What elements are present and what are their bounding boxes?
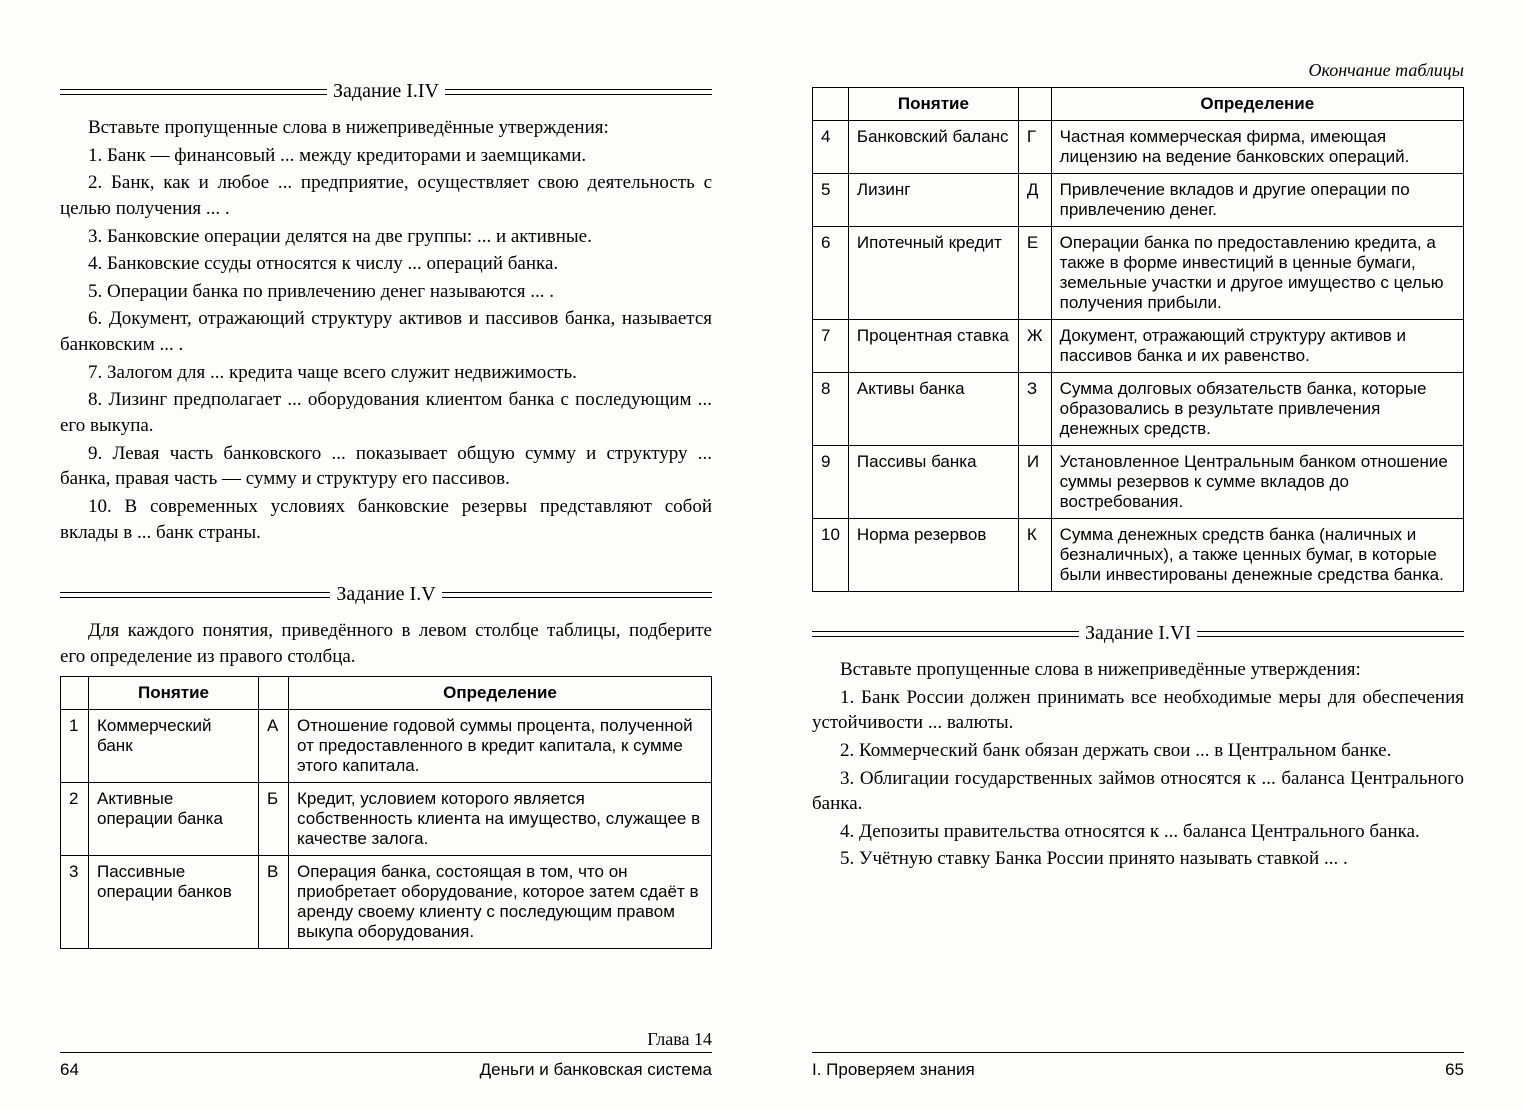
table-continuation-note: Окончание таблицы [812,60,1464,81]
task-iv-title: Задание I.IV [327,80,445,103]
task-iv-item: 1. Банк — финансовый ... между кредитора… [60,143,712,169]
table-row: 6 Ипотечный кредит Е Операции банка по п… [813,227,1464,320]
table-row: 8 Активы банка З Сумма долговых обязател… [813,373,1464,446]
table-row: 2 Активные операции банка Б Кредит, усло… [61,782,712,855]
page-left: Задание I.IV Вставьте пропущенные слова … [0,0,762,1110]
task-v-intro: Для каждого понятия, приведённого в лево… [60,618,712,669]
chapter-label: Глава 14 [60,1029,712,1050]
col-term: Понятие [848,88,1018,121]
chapter-title: Деньги и банковская система [480,1060,712,1080]
task-iv-item: 4. Банковские ссуды относятся к числу ..… [60,251,712,277]
task-iv-intro: Вставьте пропущенные слова в нижеприведё… [60,115,712,141]
page-right: Окончание таблицы Понятие Определение 4 … [762,0,1524,1110]
task-vi-item: 2. Коммерческий банк обязан держать свои… [812,738,1464,764]
task-iv-item: 10. В современных условиях банковские ре… [60,494,712,545]
task-iv-item: 6. Документ, отражающий структуру активо… [60,306,712,357]
task-vi-item: 1. Банк России должен принимать все необ… [812,685,1464,736]
task-iv-item: 7. Залогом для ... кредита чаще всего сл… [60,360,712,386]
section-label: I. Проверяем знания [812,1060,975,1080]
task-vi-item: 5. Учётную ставку Банка России принято н… [812,846,1464,872]
task-header-vi: Задание I.VI [812,622,1464,645]
task-header-iv: Задание I.IV [60,80,712,103]
task-iv-item: 3. Банковские операции делятся на две гр… [60,224,712,250]
col-def: Определение [289,676,712,709]
footer-right: I. Проверяем знания 65 [812,1052,1464,1080]
book-spread: Задание I.IV Вставьте пропущенные слова … [0,0,1524,1110]
table-row: 4 Банковский баланс Г Частная коммерческ… [813,121,1464,174]
page-number: 64 [60,1060,79,1080]
definitions-table-left: Понятие Определение 1 Коммерческий банк … [60,676,712,949]
task-iv-item: 8. Лизинг предполагает ... оборудования … [60,387,712,438]
table-row: 3 Пассивные операции банков В Операция б… [61,855,712,948]
col-term: Понятие [89,676,259,709]
task-header-v: Задание I.V [60,583,712,606]
page-number: 65 [1445,1060,1464,1080]
task-vi-title: Задание I.VI [1079,622,1197,645]
task-vi-intro: Вставьте пропущенные слова в нижеприведё… [812,657,1464,683]
table-row: 9 Пассивы банка И Установленное Централь… [813,446,1464,519]
task-vi-item: 3. Облигации государственных займов отно… [812,766,1464,817]
definitions-table-right: Понятие Определение 4 Банковский баланс … [812,87,1464,592]
footer-left: Глава 14 64 Деньги и банковская система [60,1029,712,1080]
task-iv-item: 5. Операции банка по привлечению денег н… [60,279,712,305]
table-row: 7 Процентная ставка Ж Документ, отражающ… [813,320,1464,373]
task-v-title: Задание I.V [330,583,441,606]
table-row: 1 Коммерческий банк А Отношение годовой … [61,709,712,782]
col-def: Определение [1051,88,1463,121]
table-row: 5 Лизинг Д Привлечение вкладов и другие … [813,174,1464,227]
task-vi-item: 4. Депозиты правительства относятся к ..… [812,819,1464,845]
table-header-row: Понятие Определение [61,676,712,709]
table-header-row: Понятие Определение [813,88,1464,121]
task-iv-item: 9. Левая часть банковского ... показывае… [60,441,712,492]
task-iv-item: 2. Банк, как и любое ... предприятие, ос… [60,170,712,221]
table-row: 10 Норма резервов К Сумма денежных средс… [813,519,1464,592]
